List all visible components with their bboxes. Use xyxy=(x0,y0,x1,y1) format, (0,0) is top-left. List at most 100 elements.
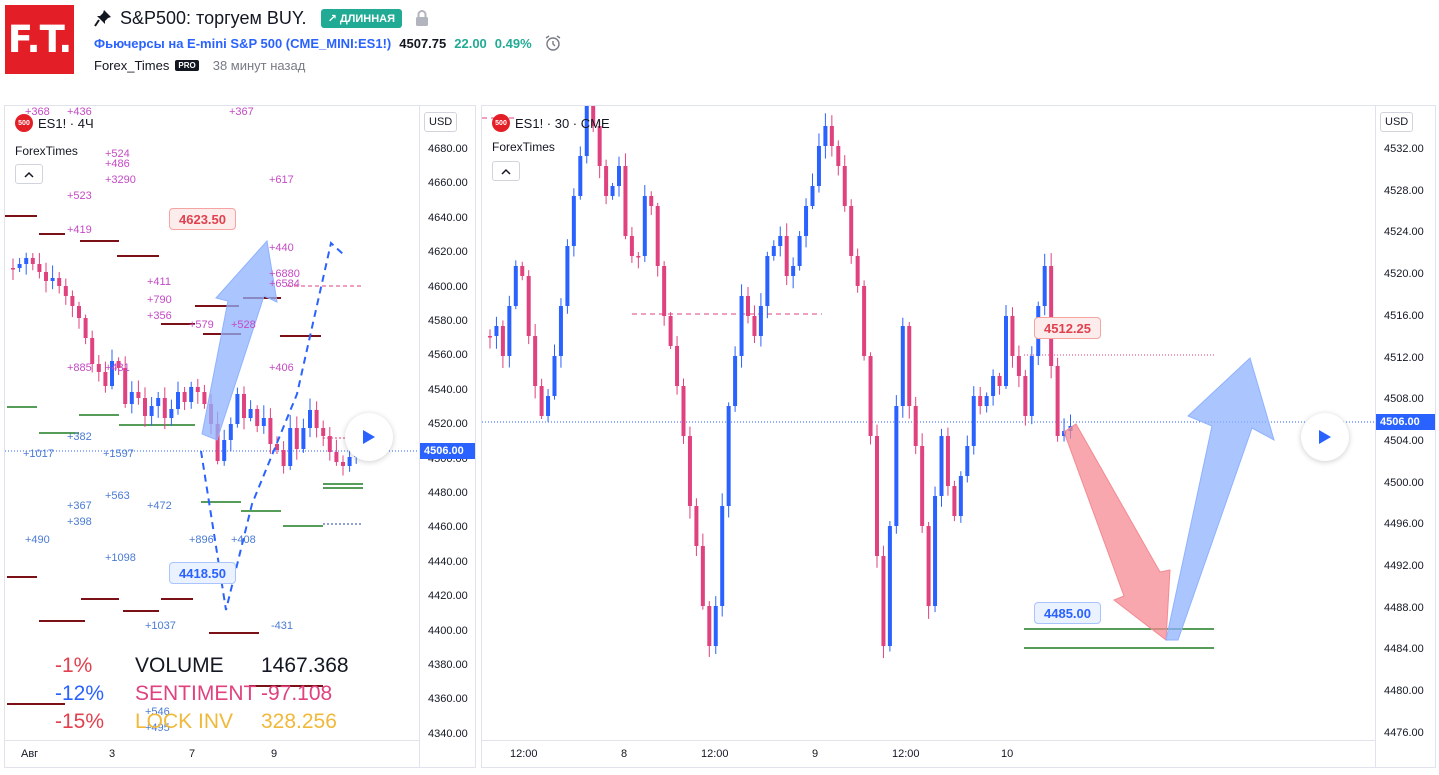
chart-pane-30m[interactable]: 500 ES1! · 30 · CME ForexTimes 4512.25 4… xyxy=(481,105,1436,768)
volume-annotation: +398 xyxy=(67,516,92,528)
volume-annotation: +436 xyxy=(67,106,92,118)
candle-body xyxy=(294,428,299,449)
candle-body xyxy=(913,406,918,446)
candle-30m xyxy=(991,369,996,406)
symbol-change-pct: 0.49% xyxy=(494,35,532,51)
candle-body xyxy=(997,376,1002,386)
volume-annotation: +3290 xyxy=(105,174,136,186)
candle-4h xyxy=(288,415,293,470)
symbol-link[interactable]: Фьючерсы на E-mini S&P 500 (CME_MINI:ES1… xyxy=(94,35,392,51)
candle-30m xyxy=(765,251,770,319)
candle-body xyxy=(849,206,854,256)
candle-body xyxy=(182,392,187,402)
candle-4h xyxy=(189,381,194,409)
candle-30m xyxy=(836,140,841,176)
bullish-arrow xyxy=(201,239,278,441)
author-name[interactable]: Forex_Times xyxy=(94,58,170,73)
candle-body xyxy=(571,196,576,246)
candle-body xyxy=(700,546,705,606)
candle-body xyxy=(494,326,499,336)
candle-body xyxy=(881,556,886,646)
alarm-clock-icon[interactable] xyxy=(544,34,562,52)
candle-30m xyxy=(694,498,699,557)
currency-selector[interactable]: USD xyxy=(424,112,458,132)
candle-30m xyxy=(623,153,628,240)
candle-4h xyxy=(314,401,319,438)
candle-body xyxy=(746,296,750,316)
candle-30m xyxy=(533,324,538,399)
candle-body xyxy=(778,236,783,246)
price-tick-label: 4360.00 xyxy=(428,693,468,706)
candle-30m xyxy=(894,395,899,534)
candle-body xyxy=(629,236,634,256)
volume-annotation: +896 xyxy=(189,534,214,546)
candle-30m xyxy=(933,486,938,613)
candle-4h xyxy=(77,301,81,329)
candle-4h xyxy=(103,361,108,393)
stats-change-pct: -12% xyxy=(55,682,105,705)
play-replay-button[interactable] xyxy=(1301,413,1349,461)
candle-30m xyxy=(578,146,583,200)
volume-annotation: -431 xyxy=(271,620,294,632)
price-tick-label: 4476.00 xyxy=(1384,726,1424,739)
candle-30m xyxy=(758,293,763,347)
candle-30m xyxy=(920,433,925,533)
candle-30m xyxy=(494,316,499,349)
price-axis[interactable]: USD 4680.00 4660.00 4640.00 4620.00 4600.00 4… xyxy=(419,106,475,767)
currency-selector[interactable]: USD xyxy=(1380,112,1414,132)
candle-body xyxy=(939,436,944,496)
time-tick-label: Авг xyxy=(21,748,39,760)
candle-body xyxy=(129,392,134,404)
chart-plot-area[interactable] xyxy=(5,106,419,742)
candle-body xyxy=(823,126,828,146)
time-axis[interactable]: Авг 3 7 9 xyxy=(5,740,419,767)
candle-30m xyxy=(1010,307,1015,368)
stats-change-pct: -1% xyxy=(55,654,93,677)
candle-body xyxy=(281,450,286,466)
candle-30m xyxy=(978,387,983,415)
candle-4h xyxy=(228,417,233,452)
candle-4h xyxy=(50,265,55,290)
candle-30m xyxy=(733,346,738,412)
volume-annotation: +790 xyxy=(147,294,172,306)
candle-body xyxy=(623,166,628,236)
candle-body xyxy=(836,146,841,166)
time-axis[interactable]: 12:00 8 12:00 9 12:00 10 xyxy=(482,740,1375,767)
candle-30m xyxy=(984,392,989,413)
stats-row: -15% LOCK INV 328.256 xyxy=(55,708,349,736)
collapse-legend-button[interactable] xyxy=(15,164,43,184)
candle-body xyxy=(1049,266,1054,366)
play-replay-button[interactable] xyxy=(345,413,393,461)
candle-30m xyxy=(881,545,886,659)
candle-body xyxy=(83,318,88,338)
volume-annotation: +6880 xyxy=(269,268,300,280)
candle-body xyxy=(784,236,789,276)
pro-badge: PRO xyxy=(175,60,199,71)
candle-4h xyxy=(202,384,207,409)
author-logo[interactable]: F.T. xyxy=(5,5,74,74)
volume-annotation: +1037 xyxy=(145,620,176,632)
chart-pane-4h[interactable]: 500 ES1! · 4Ч ForexTimes 4623.50 4418.50… xyxy=(4,105,476,768)
candle-body xyxy=(24,258,29,264)
candle-body xyxy=(513,266,518,306)
candle-30m xyxy=(810,173,815,210)
candle-30m xyxy=(823,113,828,159)
candle-body xyxy=(675,346,680,386)
chart-plot-area[interactable] xyxy=(482,106,1375,742)
symbol-logo-icon: 500 xyxy=(15,114,33,132)
price-axis[interactable]: USD 4532.00 4528.00 4524.00 4520.00 4516.00 4… xyxy=(1375,106,1435,767)
legend-symbol: ES1! · 4Ч xyxy=(38,115,94,131)
candle-body xyxy=(70,296,75,306)
candle-body xyxy=(308,410,312,428)
stats-label: SENTIMENT xyxy=(135,682,257,705)
candle-30m xyxy=(584,106,589,164)
stats-label: VOLUME xyxy=(135,654,224,677)
price-tick-label: 4492.00 xyxy=(1384,560,1424,572)
candle-4h xyxy=(37,252,42,279)
volume-annotation: +6584 xyxy=(269,278,300,290)
stats-panel: -1% VOLUME 1467.368 -12% SENTIMENT -97.108 -15… xyxy=(55,652,349,736)
play-icon xyxy=(363,430,375,444)
candle-body xyxy=(894,406,899,526)
collapse-legend-button[interactable] xyxy=(492,161,520,181)
candle-30m xyxy=(636,251,641,269)
